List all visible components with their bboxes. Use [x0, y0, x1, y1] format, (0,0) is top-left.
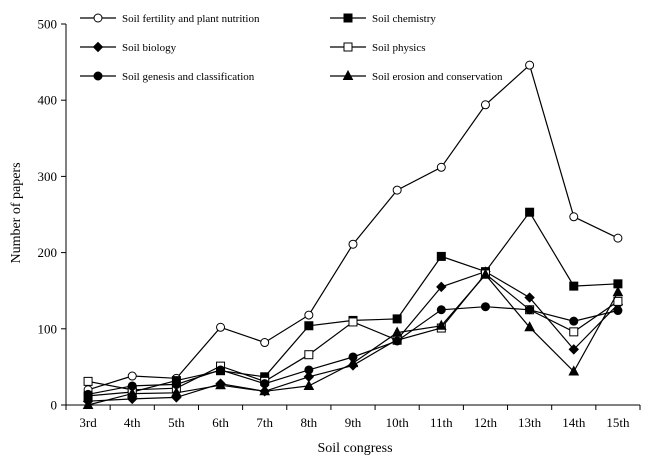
data-point: [525, 60, 535, 70]
legend-marker: [93, 71, 103, 81]
data-point: [569, 327, 579, 337]
data-point: [569, 316, 579, 326]
data-point: [480, 268, 491, 279]
legend-item: Soil erosion and conservation: [330, 69, 503, 83]
y-tick-label: 100: [38, 321, 58, 336]
x-tick-label: 14th: [562, 415, 586, 430]
data-point: [303, 379, 315, 390]
legend-marker: [343, 42, 353, 52]
series-1: [83, 60, 623, 395]
data-point: [480, 100, 490, 110]
data-point: [568, 365, 580, 376]
series-6: [82, 268, 624, 409]
data-point: [171, 386, 182, 397]
legend-item: Soil chemistry: [330, 13, 436, 25]
y-tick-label: 400: [38, 93, 58, 108]
x-tick-label: 11th: [430, 415, 453, 430]
data-point: [304, 365, 314, 375]
data-point: [83, 376, 93, 386]
legend-label: Soil erosion and conservation: [372, 71, 503, 83]
y-tick-label: 200: [38, 245, 58, 260]
y-axis-title: Number of papers: [9, 162, 24, 263]
data-point: [436, 251, 446, 261]
legend-label: Soil physics: [372, 42, 425, 54]
legend-label: Soil chemistry: [372, 13, 436, 25]
series-5: [83, 302, 623, 399]
data-point: [524, 321, 535, 332]
data-point: [260, 338, 270, 348]
x-tick-label: 9th: [345, 415, 362, 430]
data-point: [435, 319, 447, 330]
data-point: [348, 317, 358, 327]
data-point: [304, 310, 314, 320]
data-point: [347, 357, 359, 368]
legend-item: Soil physics: [330, 42, 425, 54]
x-tick-label: 8th: [301, 415, 318, 430]
y-tick-label: 300: [38, 169, 58, 184]
data-point: [392, 314, 402, 324]
legend-label: Soil genesis and classification: [122, 71, 255, 83]
legend-marker: [93, 13, 103, 23]
data-point: [126, 387, 138, 398]
data-point: [613, 306, 623, 316]
data-point: [348, 239, 358, 249]
data-point: [613, 233, 623, 243]
series-line: [87, 273, 619, 406]
legend-item: Soil fertility and plant nutrition: [80, 13, 260, 25]
data-point: [480, 302, 490, 312]
x-tick-label: 13th: [518, 415, 542, 430]
legend-marker: [343, 13, 353, 23]
data-point: [391, 326, 403, 337]
data-point: [127, 371, 137, 381]
legend-label: Soil fertility and plant nutrition: [122, 13, 260, 25]
legend-item: Soil biology: [80, 41, 177, 54]
x-tick-label: 5th: [168, 415, 185, 430]
x-tick-label: 3rd: [79, 415, 97, 430]
data-point: [304, 321, 314, 331]
legend-label: Soil biology: [122, 42, 177, 54]
data-point: [216, 322, 226, 332]
data-point: [524, 292, 535, 303]
data-point: [436, 281, 447, 293]
legend: Soil fertility and plant nutrition Soil c…: [80, 13, 503, 83]
data-point: [304, 350, 314, 360]
data-point: [259, 385, 271, 396]
series-2: [83, 207, 623, 401]
y-tick-label: 0: [51, 398, 58, 413]
x-tick-label: 7th: [256, 415, 273, 430]
x-tick-label: 15th: [606, 415, 630, 430]
data-point: [392, 336, 402, 346]
data-point: [568, 344, 579, 355]
series-layer: [82, 60, 624, 409]
data-point: [215, 379, 226, 390]
series-line: [87, 273, 619, 391]
legend-item: Soil genesis and classification: [80, 71, 255, 83]
data-point: [613, 296, 623, 306]
x-axis-title: Soil congress: [317, 441, 392, 456]
data-point: [569, 212, 579, 222]
data-point: [612, 286, 624, 297]
y-tick-label: 500: [38, 17, 58, 32]
data-point: [392, 185, 402, 195]
data-point: [83, 389, 93, 399]
axes: 0 100 200 300 400 500 3rd 4th 5th 6th 7th 8th 9th 10t…: [38, 17, 641, 430]
x-tick-label: 4th: [124, 415, 141, 430]
data-point: [569, 281, 579, 291]
series-4: [83, 269, 623, 395]
data-point: [436, 162, 446, 172]
x-tick-label: 12th: [474, 415, 498, 430]
x-tick-label: 10th: [386, 415, 410, 430]
x-tick-label: 6th: [212, 415, 229, 430]
data-point: [436, 305, 446, 315]
legend-marker: [92, 41, 104, 53]
legend-marker: [342, 69, 354, 80]
data-point: [82, 398, 94, 409]
data-point: [216, 365, 226, 375]
data-point: [525, 207, 535, 217]
data-point: [525, 305, 535, 315]
